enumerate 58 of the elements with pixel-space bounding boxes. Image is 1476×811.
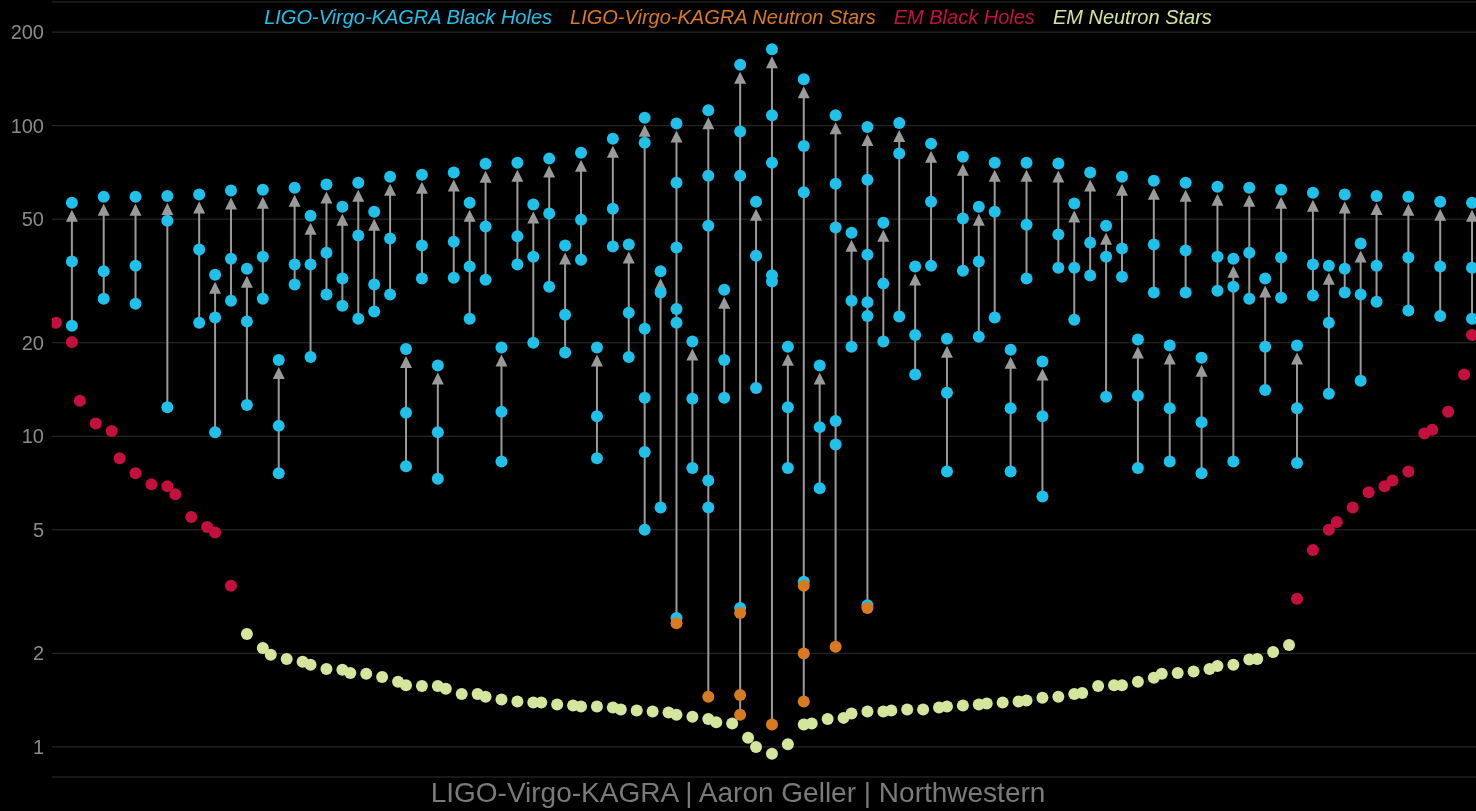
text: EM Neutron Stars xyxy=(1052,6,1212,29)
point xyxy=(702,501,715,514)
point xyxy=(670,302,683,315)
point xyxy=(209,526,222,539)
point xyxy=(1402,465,1415,478)
point xyxy=(89,417,102,430)
point xyxy=(638,523,651,536)
text: EM Black Holes xyxy=(893,6,1035,29)
point xyxy=(734,708,747,721)
point xyxy=(105,424,118,437)
point xyxy=(145,478,158,491)
point xyxy=(797,695,810,708)
y-tick-label: 200 xyxy=(10,21,44,44)
point xyxy=(1426,423,1439,436)
point xyxy=(797,579,810,592)
y-tick-label: 20 xyxy=(21,331,44,354)
point xyxy=(1322,523,1335,536)
point xyxy=(861,296,874,309)
point xyxy=(702,474,715,487)
y-tick-label: 5 xyxy=(32,518,44,541)
point xyxy=(224,579,237,592)
point xyxy=(1291,592,1304,605)
point xyxy=(201,521,214,534)
point xyxy=(829,640,842,653)
point xyxy=(161,480,174,493)
point xyxy=(1306,544,1319,557)
point xyxy=(1362,486,1375,499)
text: LIGO-Virgo-KAGRA Neutron Stars xyxy=(570,6,876,29)
point xyxy=(797,647,810,660)
point xyxy=(1346,501,1359,514)
point xyxy=(861,309,874,322)
point xyxy=(185,510,198,523)
point xyxy=(829,414,842,427)
point xyxy=(113,452,126,465)
point xyxy=(1458,368,1471,381)
point xyxy=(702,690,715,703)
point xyxy=(670,316,683,329)
point xyxy=(1330,515,1343,528)
point xyxy=(73,394,86,407)
text: LIGO-Virgo-KAGRA Black Holes xyxy=(264,6,553,29)
point xyxy=(734,688,747,701)
point xyxy=(670,617,683,630)
y-tick-label: 1 xyxy=(32,736,44,758)
y-tick-label: 100 xyxy=(10,114,44,137)
point xyxy=(1442,405,1455,418)
point xyxy=(829,438,842,451)
point xyxy=(65,336,78,349)
point xyxy=(638,391,651,404)
annotation: LIGO-Virgo-KAGRA | Aaron Geller | Northwestern xyxy=(429,777,1047,809)
y-tick-label: 10 xyxy=(21,425,44,448)
point xyxy=(169,488,182,501)
y-tick-label: 2 xyxy=(32,642,44,665)
point xyxy=(765,718,778,731)
point xyxy=(734,606,747,619)
point xyxy=(129,467,142,480)
y-tick-label: 50 xyxy=(21,208,44,231)
point xyxy=(638,445,651,458)
point xyxy=(1386,474,1399,487)
